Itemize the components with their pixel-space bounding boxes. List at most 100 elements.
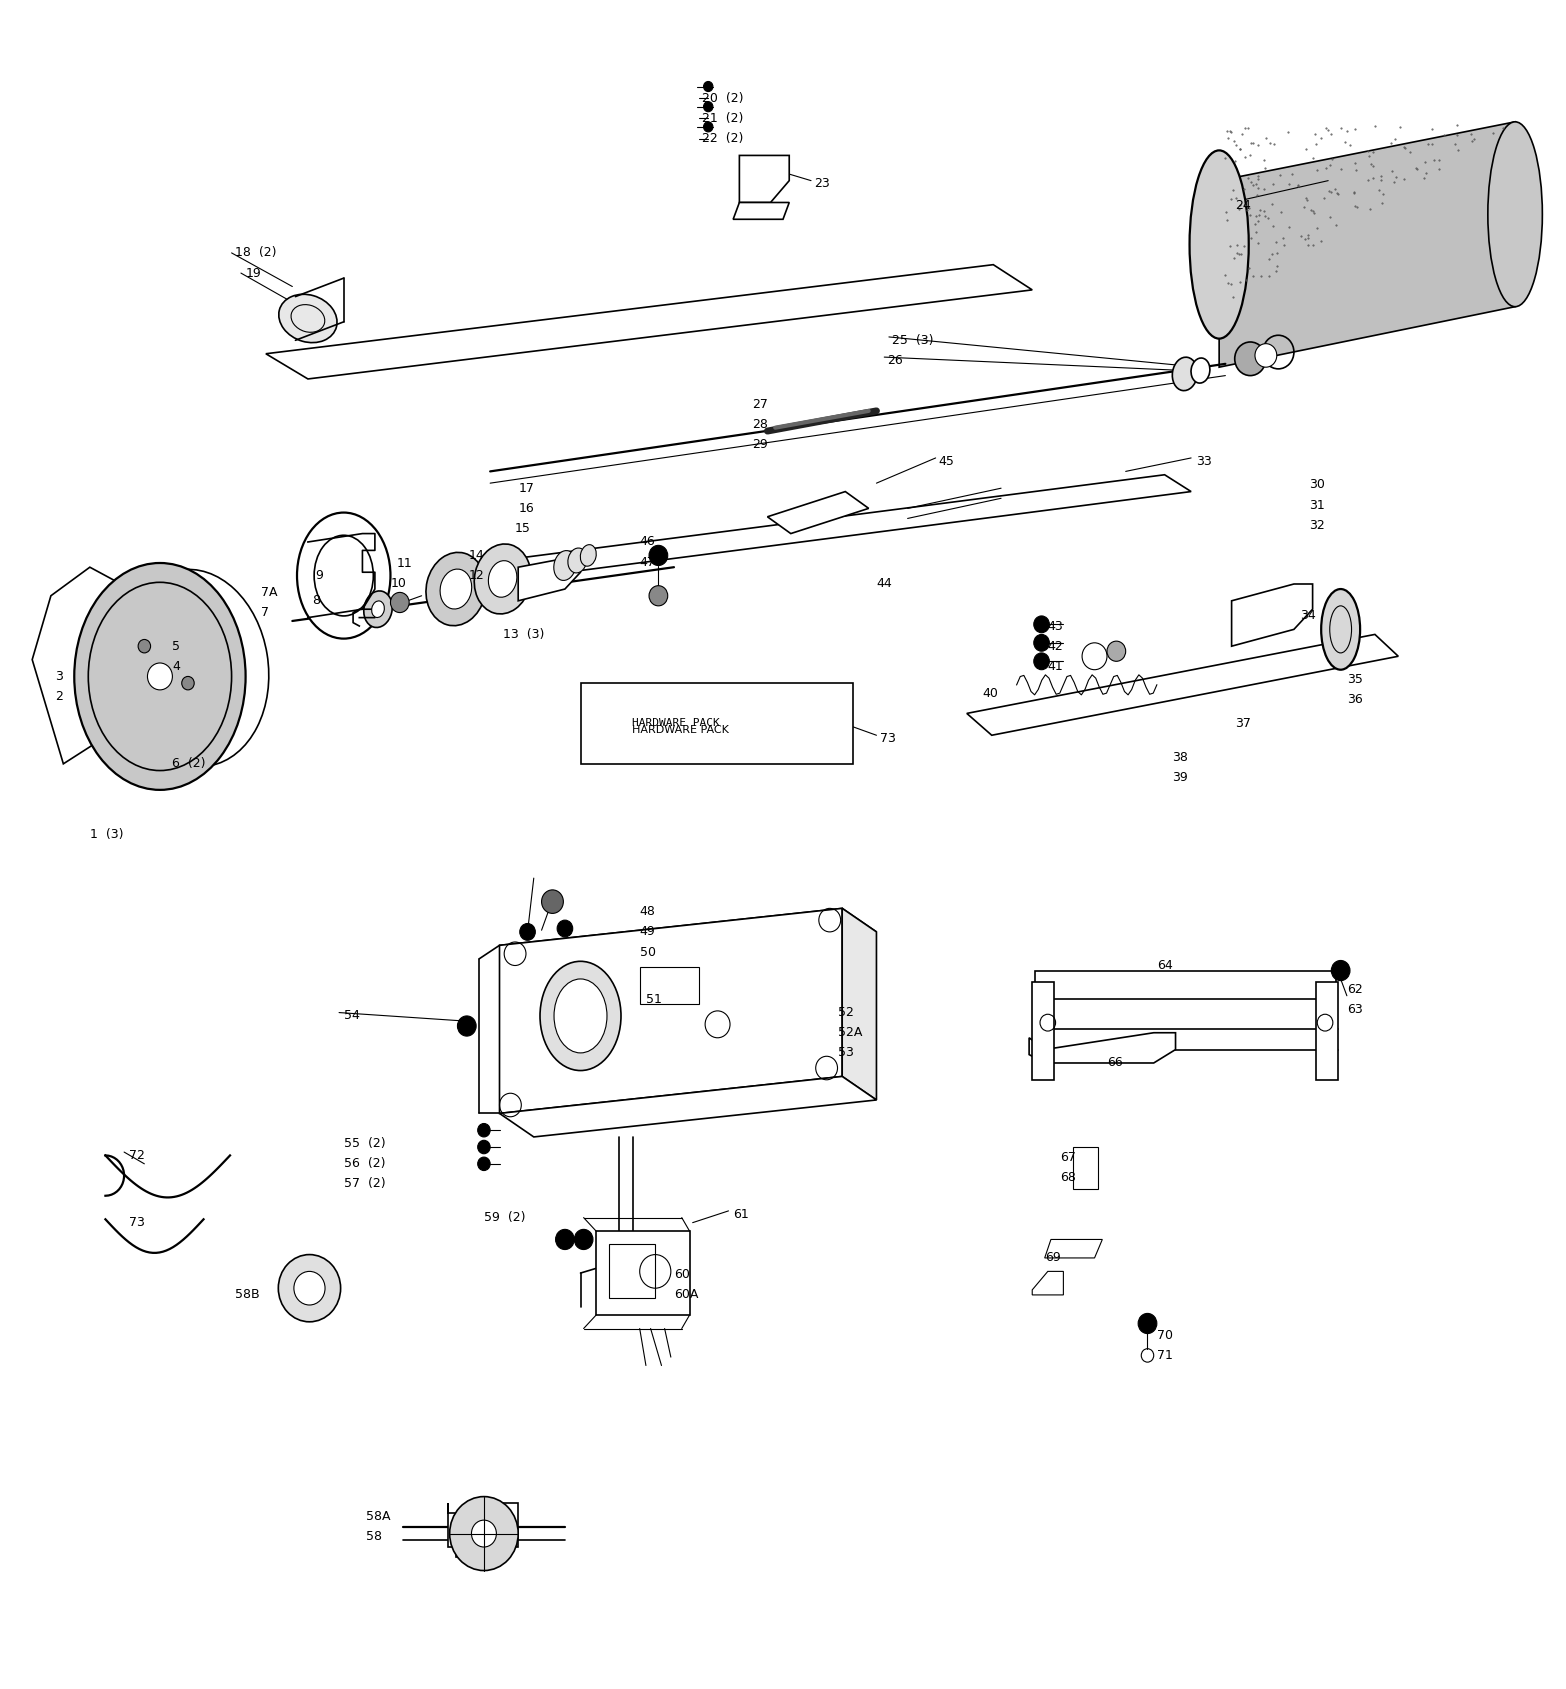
- Text: 33: 33: [1196, 454, 1212, 468]
- Text: 70: 70: [1157, 1329, 1173, 1341]
- Text: 67: 67: [1060, 1150, 1076, 1164]
- Text: 44: 44: [877, 578, 893, 591]
- Ellipse shape: [74, 562, 246, 790]
- Circle shape: [1034, 635, 1049, 652]
- Text: 49: 49: [639, 926, 656, 939]
- Polygon shape: [33, 568, 147, 763]
- Text: HARDWARE PACK: HARDWARE PACK: [633, 718, 720, 728]
- Text: 8: 8: [313, 595, 321, 608]
- Polygon shape: [1220, 122, 1514, 367]
- Text: 42: 42: [1048, 640, 1063, 652]
- Text: 24: 24: [1234, 199, 1251, 213]
- Circle shape: [457, 1015, 476, 1035]
- Text: HARDWARE PACK: HARDWARE PACK: [633, 725, 728, 735]
- Text: 69: 69: [1045, 1252, 1060, 1265]
- Circle shape: [1034, 616, 1049, 633]
- Text: 55  (2): 55 (2): [345, 1137, 385, 1150]
- Text: 29: 29: [752, 437, 767, 451]
- Text: 52A: 52A: [838, 1027, 861, 1039]
- Circle shape: [648, 586, 667, 606]
- Text: 22  (2): 22 (2): [702, 132, 744, 145]
- Text: 35: 35: [1347, 674, 1362, 686]
- Text: 39: 39: [1173, 770, 1189, 784]
- Circle shape: [1138, 1314, 1157, 1334]
- Bar: [1315, 983, 1337, 1079]
- Ellipse shape: [489, 561, 517, 598]
- Text: 58B: 58B: [235, 1289, 260, 1302]
- Text: 31: 31: [1309, 498, 1325, 512]
- Text: 10: 10: [390, 578, 406, 591]
- Text: 37: 37: [1234, 718, 1251, 730]
- Ellipse shape: [474, 544, 531, 613]
- Polygon shape: [518, 556, 581, 601]
- Ellipse shape: [147, 664, 172, 689]
- Ellipse shape: [119, 569, 269, 767]
- Text: 52: 52: [838, 1007, 853, 1018]
- Polygon shape: [487, 475, 1192, 579]
- Text: 5: 5: [172, 640, 180, 652]
- Text: 30: 30: [1309, 478, 1325, 491]
- Bar: [581, 682, 853, 763]
- Bar: [1073, 1147, 1098, 1189]
- Text: 62: 62: [1347, 983, 1362, 995]
- Ellipse shape: [581, 544, 597, 566]
- Text: 56  (2): 56 (2): [345, 1157, 385, 1170]
- Text: 73: 73: [880, 731, 896, 745]
- Circle shape: [1107, 642, 1126, 662]
- Polygon shape: [1231, 584, 1312, 647]
- Text: 68: 68: [1060, 1170, 1076, 1184]
- Text: 63: 63: [1347, 1003, 1362, 1015]
- Text: 38: 38: [1173, 750, 1189, 763]
- Text: 61: 61: [733, 1208, 749, 1221]
- Circle shape: [449, 1496, 518, 1571]
- Text: 58: 58: [365, 1530, 382, 1544]
- Circle shape: [478, 1123, 490, 1137]
- Text: 14: 14: [468, 549, 484, 562]
- Polygon shape: [266, 265, 1032, 378]
- Text: 4: 4: [172, 660, 180, 672]
- Circle shape: [478, 1140, 490, 1154]
- Text: 9: 9: [316, 569, 324, 583]
- Text: 15: 15: [515, 522, 531, 535]
- Ellipse shape: [540, 961, 622, 1071]
- Ellipse shape: [1192, 358, 1211, 383]
- Polygon shape: [1045, 1240, 1102, 1258]
- Polygon shape: [739, 155, 789, 203]
- Text: 73: 73: [128, 1216, 144, 1230]
- Circle shape: [703, 81, 713, 91]
- Text: 64: 64: [1157, 959, 1173, 971]
- Ellipse shape: [554, 551, 576, 581]
- Circle shape: [557, 921, 573, 937]
- Polygon shape: [1035, 971, 1336, 1000]
- Text: 7: 7: [262, 606, 269, 620]
- Text: 23: 23: [814, 177, 830, 191]
- Polygon shape: [733, 203, 789, 220]
- Text: 34: 34: [1300, 610, 1315, 623]
- Circle shape: [1331, 961, 1350, 981]
- Text: 66: 66: [1107, 1057, 1123, 1069]
- Polygon shape: [448, 1503, 518, 1557]
- Text: 71: 71: [1157, 1350, 1173, 1361]
- Ellipse shape: [1190, 150, 1248, 338]
- Text: 20  (2): 20 (2): [702, 91, 744, 105]
- Circle shape: [182, 676, 194, 689]
- Text: 59  (2): 59 (2): [484, 1211, 526, 1225]
- Circle shape: [478, 1157, 490, 1170]
- Bar: [597, 1231, 689, 1316]
- Text: 60A: 60A: [673, 1289, 698, 1302]
- Text: 7A: 7A: [262, 586, 277, 600]
- Ellipse shape: [554, 980, 608, 1052]
- Ellipse shape: [1488, 122, 1543, 307]
- Text: 18  (2): 18 (2): [235, 247, 276, 260]
- Text: 57  (2): 57 (2): [345, 1177, 385, 1191]
- Ellipse shape: [426, 552, 485, 625]
- Text: 21  (2): 21 (2): [702, 111, 744, 125]
- Circle shape: [703, 101, 713, 111]
- Polygon shape: [843, 909, 877, 1100]
- Circle shape: [1234, 341, 1265, 375]
- Circle shape: [542, 890, 564, 914]
- Text: 45: 45: [938, 454, 955, 468]
- Text: 46: 46: [639, 535, 656, 549]
- Text: 36: 36: [1347, 694, 1362, 706]
- Bar: [639, 968, 698, 1005]
